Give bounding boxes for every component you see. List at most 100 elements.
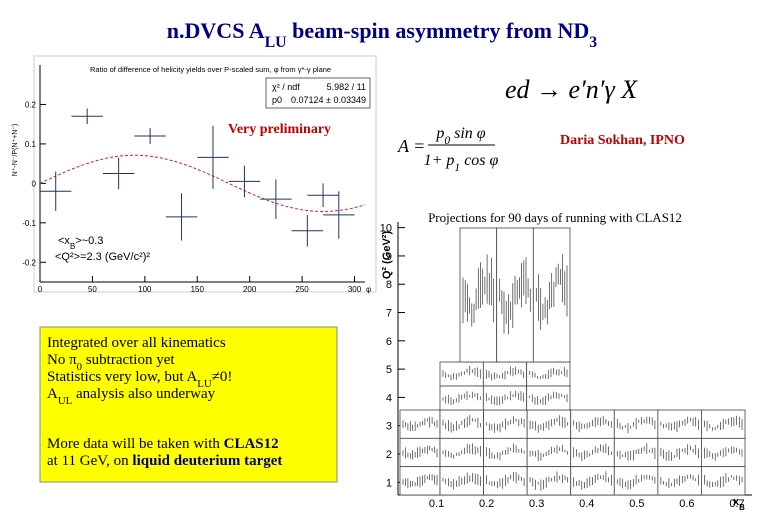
- x-tick-label: 0.5: [629, 498, 644, 510]
- projection-points: [442, 443, 481, 459]
- projection-panel: [613, 437, 659, 468]
- note-line-part: A: [47, 386, 58, 402]
- projection-points: [529, 471, 569, 491]
- y-tick-label: -0.2: [22, 258, 36, 267]
- projection-points: [402, 474, 438, 489]
- note-line-part: Statistics very low, but A: [47, 369, 197, 385]
- note-more: at 11 GeV, on liquid deuterium target: [47, 453, 282, 469]
- x-tick-label: 0.2: [479, 498, 494, 510]
- x-tick-label: 0.1: [429, 498, 444, 510]
- projection-points: [442, 472, 481, 490]
- formula-numerator-part: sin φ: [450, 125, 486, 142]
- projection-points: [442, 366, 481, 381]
- y-tick-label: 0.1: [25, 140, 37, 149]
- note-line-part: Integrated over all kinematics: [47, 335, 226, 351]
- y-tick-label: 6: [386, 336, 392, 348]
- x-tick-label: 200: [243, 285, 257, 294]
- kinematics-part: >~0.3: [75, 235, 103, 247]
- chart-title: Ratio of difference of helicity yields o…: [90, 65, 331, 74]
- note-line-part: analysis also underway: [72, 386, 215, 402]
- slide-title: n.DVCS ALU beam-spin asymmetry from ND3: [167, 18, 597, 51]
- stats-value: 5.982 / 11: [327, 82, 366, 92]
- stats-box: [265, 77, 371, 109]
- x-axis-label-part: B: [739, 503, 745, 510]
- y-tick-label: 5: [386, 364, 392, 376]
- projection-points: [462, 254, 495, 327]
- fit-curve: [39, 154, 366, 213]
- slide-title-part: beam-spin asymmetry from ND: [287, 18, 590, 43]
- annotation: Very preliminary: [228, 122, 331, 137]
- projection-points: [442, 415, 481, 433]
- note-more-part: liquid deuterium target: [132, 453, 282, 469]
- stats-label: p0: [272, 95, 282, 105]
- projection-points: [704, 446, 743, 461]
- formula-lhs: A =: [397, 136, 425, 156]
- projection-points: [616, 416, 656, 434]
- projection-points: [573, 415, 612, 433]
- kinematics-part: <x: [58, 235, 70, 247]
- projection-points: [402, 445, 438, 460]
- projection-points: [499, 257, 531, 335]
- projection-caption: Projections for 90 days of running with …: [428, 210, 682, 225]
- note-line: No π0 subtraction yet: [47, 352, 175, 373]
- projection-points: [442, 391, 481, 405]
- note-more-part: CLAS12: [224, 436, 279, 452]
- formula-numerator: p0 sin φ: [435, 125, 485, 147]
- x-tick-label: 0.4: [579, 498, 594, 510]
- x-axis-label: φ: [366, 285, 371, 294]
- note-more: More data will be taken with CLAS12: [47, 436, 279, 452]
- kinematics: <Q²>=2.3 (GeV/c²)²: [55, 251, 150, 263]
- note-line-part: 0: [77, 361, 82, 373]
- stats-label: χ² / ndf: [272, 82, 300, 92]
- projection-points: [486, 443, 525, 461]
- x-tick-label: 300: [348, 285, 362, 294]
- projection-points: [660, 474, 699, 488]
- y-axis-label: N⁺-N⁻/P(N⁺+N⁻): [12, 124, 19, 177]
- x-tick-label: 150: [191, 285, 205, 294]
- x-tick-label: 100: [138, 285, 152, 294]
- note-line-part: ≠0!: [212, 369, 233, 385]
- projection-points: [616, 443, 656, 461]
- notes-box: [39, 326, 338, 483]
- y-axis-label: Q² (GeV²): [381, 231, 393, 280]
- kinematics-part: <Q²>=2.3 (GeV/c²)²: [55, 251, 150, 263]
- x-tick-label: 250: [295, 285, 309, 294]
- x-axis-label-part: x: [733, 496, 740, 508]
- formula-denominator-part: 1+ p: [424, 152, 455, 169]
- note-line-part: No π: [47, 352, 77, 368]
- y-tick-label: 10: [380, 223, 392, 235]
- y-tick-label: 0: [32, 179, 37, 188]
- projection-points: [529, 367, 568, 380]
- reaction: ed → e′n′γ X: [505, 75, 638, 104]
- formula-denominator-part: cos φ: [460, 152, 498, 169]
- kinematics-part: B: [70, 242, 75, 251]
- y-tick-label: -0.1: [22, 219, 36, 228]
- x-tick-label: 0.3: [529, 498, 544, 510]
- y-tick-label: 0.2: [25, 100, 37, 109]
- note-line-part: LU: [197, 378, 212, 390]
- note-more-part: at 11 GeV, on: [47, 453, 132, 469]
- kinematics: <xB>~0.3: [58, 235, 103, 251]
- x-tick-label: 50: [88, 285, 97, 294]
- note-line-part: UL: [58, 395, 72, 407]
- formula-numerator-part: 0: [444, 135, 450, 147]
- projection-points: [485, 390, 525, 406]
- y-tick-label: 3: [386, 421, 392, 433]
- y-tick-label: 9: [386, 251, 392, 263]
- author: Daria Sokhan, IPNO: [560, 133, 685, 148]
- formula-denominator-part: 1: [454, 162, 460, 174]
- projection-points: [529, 391, 568, 405]
- note-more-part: More data will be taken with: [47, 436, 224, 452]
- formula-numerator-part: p: [435, 125, 444, 142]
- note-line: AUL analysis also underway: [47, 386, 216, 407]
- slide-title-part: 3: [589, 34, 597, 51]
- projection-points: [529, 444, 569, 461]
- formula-denominator: 1+ p1 cos φ: [424, 152, 499, 174]
- projection-points: [535, 254, 568, 330]
- y-tick-label: 4: [386, 392, 392, 404]
- slide-title-part: LU: [265, 34, 288, 51]
- slide-title-part: n.DVCS A: [167, 18, 265, 43]
- projection-points: [704, 473, 743, 488]
- projection-points: [573, 443, 612, 461]
